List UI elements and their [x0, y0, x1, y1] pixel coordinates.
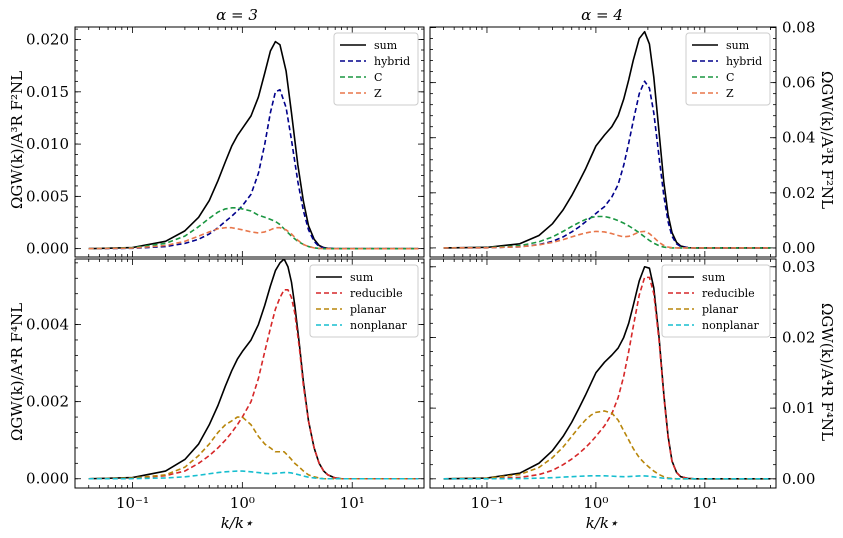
y-tick-label: 0.020 [26, 31, 69, 49]
y-tick-label: 0.01 [782, 399, 815, 417]
series-line-hybrid [88, 88, 419, 250]
series-line-planar [443, 410, 771, 480]
legend-label-planar: planar [350, 303, 387, 316]
x-tick-label: 10⁰ [230, 494, 255, 512]
panel-top-left: 0.000 0.005 0.010 0.015 0.020 sum hybrid CZ [26, 26, 425, 258]
y-tick-label: 0.010 [26, 135, 69, 153]
legend: sum reducible planar nonplanar [661, 264, 771, 338]
y-tick-label: 0.04 [782, 129, 815, 147]
legend-label-sum: sum [350, 271, 374, 284]
series-line-hybrid [443, 80, 771, 249]
axes-frame [74, 258, 425, 489]
y-tick-label: 0.002 [26, 393, 69, 411]
y-tick-label: 0.00 [782, 470, 815, 488]
x-tick-label: 10¹ [340, 494, 365, 512]
series-line-nonplanar [443, 474, 771, 480]
legend-label-nonplanar: nonplanar [350, 319, 408, 332]
y-tick-label: 0.03 [782, 258, 815, 276]
y-tick-label: 0.02 [782, 328, 815, 346]
x-tick-label: 10⁻¹ [116, 494, 149, 512]
legend-box [309, 264, 419, 338]
series-line-C [443, 215, 771, 249]
xlabel-left: k/k⋆ [221, 514, 254, 532]
ylabel-bottom-right: ΩGW(k)/A⁴R F⁴NL [818, 303, 836, 441]
series-line-Z [88, 226, 419, 250]
y-tick-label: 0.000 [26, 240, 69, 258]
legend-box [333, 32, 419, 106]
y-tick-label: 0.005 [26, 187, 69, 205]
legend-label-sum: sum [374, 39, 398, 52]
series-line-planar [88, 416, 419, 480]
panel-top-right: 0.00 0.02 0.04 0.06 0.08 sum hybrid CZ [429, 19, 815, 258]
legend-label-hybrid: hybrid [374, 55, 410, 68]
ylabel-top-left: ΩGW(k)/A³R F²NL [8, 71, 26, 209]
panel-title-right: α = 4 [581, 6, 623, 24]
panel-bottom-right: 10⁻¹ 10⁰ 10¹ 0.00 0.01 0.02 0.03 sum reducible pl… [429, 258, 815, 512]
legend-label-planar: planar [702, 303, 739, 316]
axes-frame [429, 26, 777, 258]
x-tick-label: 10⁻¹ [470, 494, 503, 512]
series-line-Z [443, 230, 771, 249]
xlabel-right: k/k⋆ [586, 514, 619, 532]
legend-label-reducible: reducible [702, 287, 755, 300]
y-tick-label: 0.02 [782, 184, 815, 202]
panel-title-left: α = 3 [216, 6, 258, 24]
legend-label-sum: sum [702, 271, 726, 284]
legend-box [661, 264, 771, 338]
legend: sum reducible planar nonplanar [309, 264, 419, 338]
legend: sum hybrid CZ [333, 32, 419, 106]
legend-label-sum: sum [726, 39, 750, 52]
legend-label-Z: Z [726, 87, 734, 100]
y-tick-label: 0.000 [26, 470, 69, 488]
panel-bottom-left: 10⁻¹ 10⁰ 10¹ 0.000 0.002 0.004 sum reducible pla… [26, 258, 425, 512]
y-tick-label: 0.015 [26, 83, 69, 101]
ylabel-bottom-left: ΩGW(k)/A⁴R F⁴NL [8, 303, 26, 441]
legend-label-Z: Z [374, 87, 382, 100]
x-tick-label: 10¹ [692, 494, 717, 512]
y-tick-label: 0.004 [26, 316, 69, 334]
ylabel-top-right: ΩGW(k)/A³R F²NL [818, 71, 836, 209]
y-tick-label: 0.00 [782, 239, 815, 257]
axes-frame [74, 26, 425, 258]
series-line-nonplanar [88, 470, 419, 480]
legend-box [685, 32, 771, 106]
x-tick-label: 10⁰ [583, 494, 608, 512]
series-line-C [88, 207, 419, 250]
legend-label-C: C [374, 71, 382, 84]
y-tick-label: 0.08 [782, 19, 815, 37]
legend-label-reducible: reducible [350, 287, 403, 300]
axes-frame [429, 258, 777, 489]
y-tick-label: 0.06 [782, 74, 815, 92]
legend-label-nonplanar: nonplanar [702, 319, 760, 332]
legend-label-C: C [726, 71, 734, 84]
legend: sum hybrid CZ [685, 32, 771, 106]
legend-label-hybrid: hybrid [726, 55, 762, 68]
